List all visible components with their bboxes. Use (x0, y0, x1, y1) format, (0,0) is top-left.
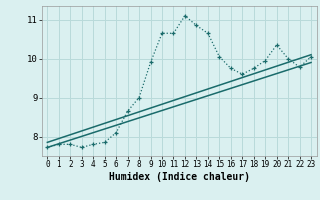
X-axis label: Humidex (Indice chaleur): Humidex (Indice chaleur) (109, 172, 250, 182)
